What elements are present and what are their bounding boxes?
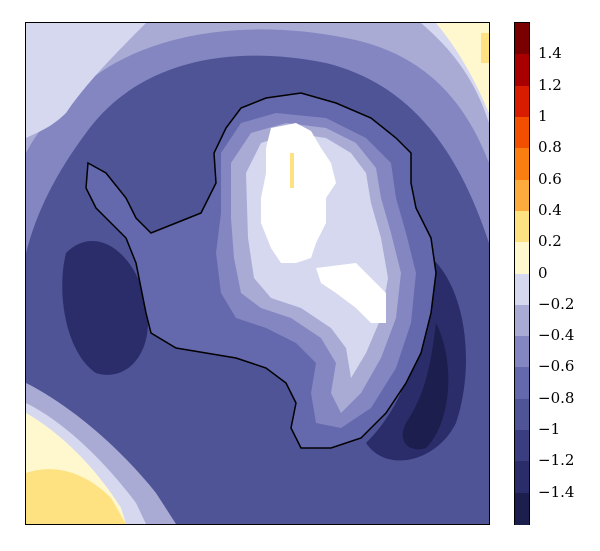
colorbar-tick-label: −0.4 (538, 326, 575, 345)
colorbar (514, 22, 530, 525)
colorbar-tick-label: 0.4 (538, 200, 562, 219)
colorbar-segment (515, 461, 529, 494)
colorbar-tick-label: −1 (538, 420, 561, 439)
colorbar-tick-label: 0.6 (538, 169, 562, 188)
positive-band-tr (436, 23, 489, 113)
colorbar-segment (515, 242, 529, 274)
dark-ocean-right-core (402, 323, 449, 450)
colorbar-segment (515, 273, 529, 306)
colorbar-segment (515, 23, 529, 55)
positive-streak-inland (290, 153, 294, 188)
colorbar-segment (515, 367, 529, 400)
coastline (85, 92, 437, 449)
colorbar-tick-label: 1.2 (538, 75, 562, 94)
colorbar-tick-label: −0.2 (538, 294, 575, 313)
colorbar-tick-label: 1.4 (538, 44, 562, 63)
colorbar-segment (515, 492, 529, 525)
colorbar-segment (515, 179, 529, 212)
colorbar-segment (515, 148, 529, 181)
colorbar-segment (515, 430, 529, 462)
colorbar-segment (515, 398, 529, 431)
dark-ocean-left (62, 241, 148, 375)
map-frame (25, 22, 490, 525)
colorbar-tick-label: 0.8 (538, 138, 562, 157)
colorbar-tick-label: 1 (538, 106, 548, 125)
positive-spot-bl (26, 469, 126, 524)
colorbar-segment (515, 85, 529, 118)
outer-band-m06 (26, 23, 489, 253)
colorbar-segment (515, 304, 529, 337)
colorbar-segment (515, 336, 529, 368)
colorbar-tick-label: 0 (538, 263, 548, 282)
colorbar-segment (515, 116, 529, 149)
colorbar-tick-label: −0.6 (538, 357, 575, 376)
antarctica-anomaly-map (26, 23, 489, 524)
colorbar-tick-label: −0.8 (538, 388, 575, 407)
colorbar-segment (515, 210, 529, 243)
colorbar-tick-label: 0.2 (538, 232, 562, 251)
colorbar-tick-label: −1.2 (538, 451, 575, 470)
positive-spot-tr (481, 33, 489, 63)
colorbar-tick-label: −1.4 (538, 482, 575, 501)
outer-band-m02 (26, 23, 146, 138)
colorbar-segment (515, 54, 529, 87)
